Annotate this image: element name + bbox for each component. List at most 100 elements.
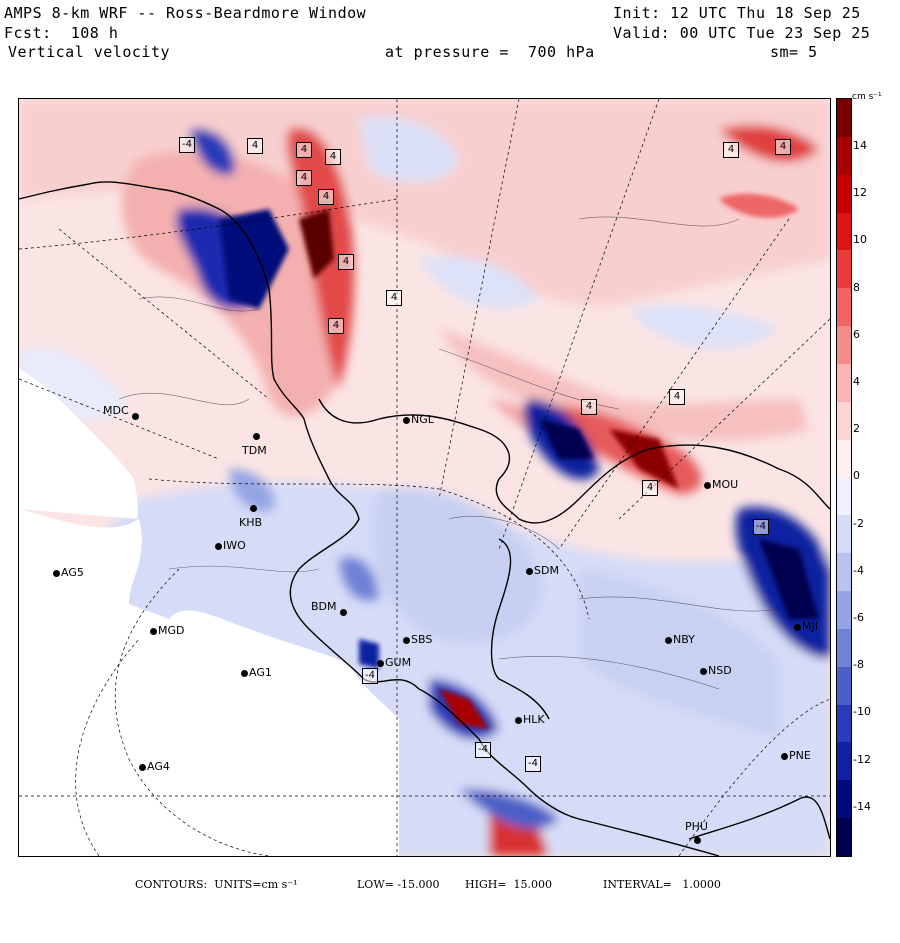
colorbar-tick-label: 6 [853,327,860,341]
colorbar-segment [837,212,851,251]
vertical-velocity-map [18,98,831,857]
colorbar-tick-label: -2 [853,516,864,530]
contour-lines [118,216,780,690]
contour-value-label: 4 [386,290,402,306]
colorbar-tick-label: -14 [853,799,871,813]
colorbar-segment [837,591,851,630]
footer-high: HIGH= 15.000 [465,878,553,891]
station-label: PHU [685,820,708,833]
contour-value-label: 4 [296,142,312,158]
colorbar-segment [837,99,851,138]
colorbar-tick-label: 0 [853,469,860,483]
station-marker [139,764,146,771]
contour-value-label: 4 [296,170,312,186]
contour-value-label: 4 [642,480,658,496]
station-label: NGL [411,413,434,426]
station-label: MOU [712,478,739,491]
station-marker [215,543,222,550]
station-marker [403,637,410,644]
contour-value-label: 4 [581,399,597,415]
contour-value-label: -4 [525,756,541,772]
footer-contours: CONTOURS: UNITS=cm s⁻¹ [135,878,298,891]
station-label: PNE [789,749,811,762]
station-marker [403,417,410,424]
contour-value-label: -4 [475,742,491,758]
station-marker [700,668,707,675]
colorbar-segment [837,553,851,592]
contour-value-label: 4 [328,318,344,334]
colorbar-tick-label: -12 [853,752,871,766]
station-label: AG4 [147,760,170,773]
map-canvas [19,99,830,856]
colorbar-segment [837,174,851,214]
colorbar-segment [837,515,851,554]
colorbar-tick-label: 4 [853,375,860,388]
station-label: SDM [534,564,559,577]
station-marker [515,717,522,724]
station-label: GUM [385,656,412,669]
station-marker [241,670,248,677]
colorbar-tick-label: 10 [853,233,867,247]
station-marker [150,628,157,635]
station-label: NBY [673,633,695,646]
forecast-hour: Fcst: 108 h [4,24,119,42]
colorbar-segment [837,704,851,743]
colorbar-segment [837,818,851,857]
valid-time: Valid: 00 UTC Tue 23 Sep 25 [613,24,871,42]
colorbar-tick-label: 12 [853,186,867,200]
station-label: TDM [242,444,267,457]
station-label: MDC [103,404,129,417]
contour-value-label: -4 [179,137,195,153]
contour-value-label: 4 [318,189,334,205]
init-time: Init: 12 UTC Thu 18 Sep 25 [613,4,861,22]
station-label: KHB [239,516,263,529]
footer-interval: INTERVAL= 1.0000 [603,878,721,891]
station-marker [377,660,384,667]
station-label: BDM [311,600,337,613]
colorbar-tick-label: 2 [853,422,860,436]
station-label: NSD [708,664,732,677]
station-marker [704,482,711,489]
station-marker [53,570,60,577]
station-label: IWO [223,539,246,552]
contour-value-label: -4 [362,668,378,684]
colorbar-tick-label: -8 [853,658,864,672]
colorbar-segment [837,742,851,781]
colorbar-segment [837,326,851,365]
station-marker [526,568,533,575]
station-marker [794,624,801,631]
contour-value-label: 4 [325,149,341,165]
colorbar-tick-label: 8 [853,280,860,294]
contour-value-label: 4 [247,138,263,154]
colorbar-tick-label: -10 [853,705,871,719]
colorbar [836,98,852,857]
station-label: HLK [523,713,545,726]
colorbar-segment [837,477,851,516]
colorbar-unit: cm s⁻¹ [852,92,882,102]
colorbar-segment [837,136,851,176]
colorbar-segment [837,439,851,478]
contour-value-label: 4 [669,389,685,405]
station-label: AG5 [61,566,84,579]
contour-value-label: 4 [775,139,791,155]
station-label: MGD [158,624,185,637]
pressure-level: at pressure = 700 hPa [385,43,595,61]
station-marker [250,505,257,512]
station-marker [694,837,701,844]
station-marker [665,637,672,644]
colorbar-segment [837,780,851,819]
colorbar-segment [837,401,851,441]
colorbar-segment [837,666,851,706]
footer-low: LOW= -15.000 [357,878,440,891]
station-label: MJI [802,620,818,633]
map-title: AMPS 8-km WRF -- Ross-Beardmore Window [4,4,367,22]
field-name: Vertical velocity [8,43,171,61]
station-marker [132,413,139,420]
colorbar-tick-label: 14 [853,139,867,152]
station-marker [253,433,260,440]
smoothing: sm= 5 [770,43,818,61]
colorbar-segment [837,250,851,289]
contour-value-label: 4 [723,142,739,158]
no-data-region [19,509,399,856]
contour-value-label: -4 [753,519,769,535]
